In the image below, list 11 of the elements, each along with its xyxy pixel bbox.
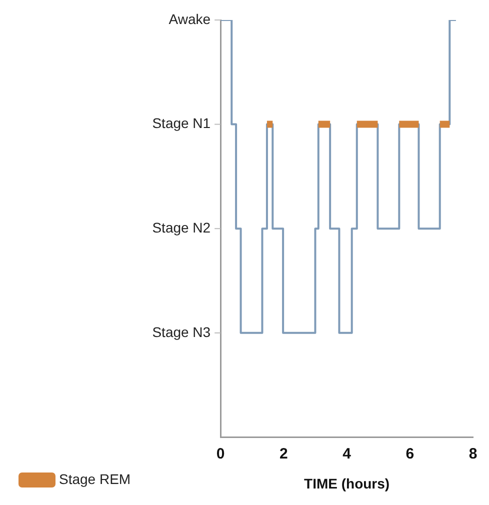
- text: Awake: [168, 10, 211, 27]
- text: Stage N3: [152, 324, 211, 340]
- text: Stage N1: [152, 115, 211, 132]
- x-tick-label: 6: [406, 445, 414, 462]
- x-tick-label: 4: [342, 445, 352, 462]
- x-tick-label: 0: [216, 445, 225, 462]
- text: Stage N2: [152, 219, 211, 236]
- legend-label: Stage REM: [59, 470, 131, 487]
- x-tick-label: 2: [280, 445, 288, 462]
- x-axis-title: TIME (hours): [304, 475, 390, 492]
- x-tick-label: 8: [468, 445, 478, 462]
